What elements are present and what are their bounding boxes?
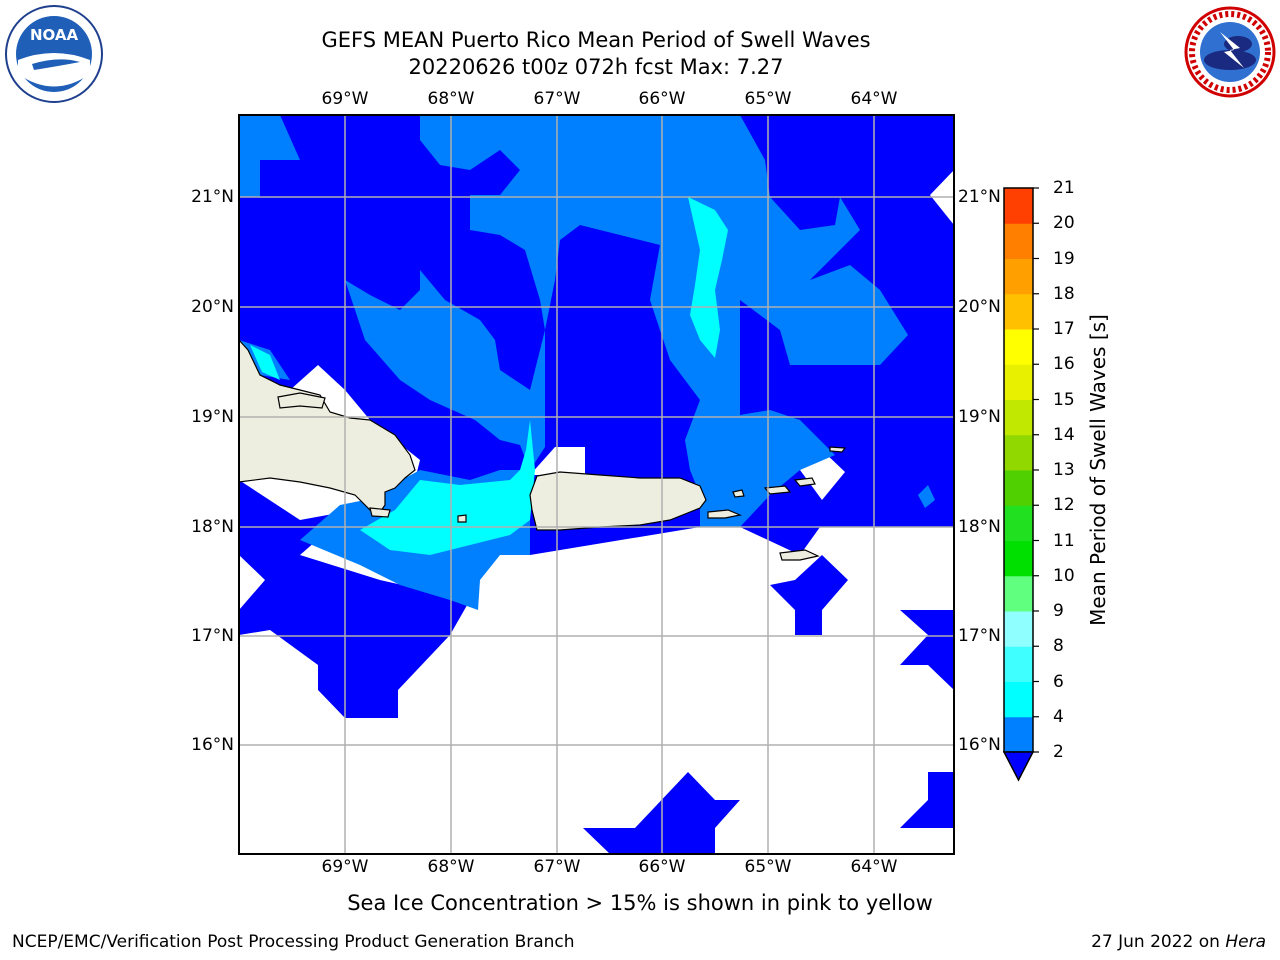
footer-date: 27 Jun 2022 on Hera [1091, 932, 1266, 952]
colorbar [1002, 187, 1039, 782]
anegada-island [829, 446, 847, 453]
lon-label-bottom: 64°W [850, 857, 898, 877]
colorbar-segment [1004, 716, 1033, 753]
swell-band-below-2-south-east [770, 555, 848, 635]
swell-band-4-6-hisp-coast [250, 345, 280, 380]
colorbar-tick-label: 21 [1053, 178, 1075, 198]
vieques-island [707, 509, 743, 519]
colorbar-segment [1004, 188, 1033, 224]
lon-label-top: 67°W [533, 89, 581, 109]
colorbar-tick-label: 2 [1053, 742, 1064, 762]
swell-band-4-6-north [688, 197, 728, 358]
colorbar-tick-label: 9 [1053, 601, 1064, 621]
lat-label-left: 19°N [191, 407, 234, 427]
colorbar-tick-label: 20 [1053, 213, 1075, 234]
colorbar-segment [1004, 399, 1033, 436]
colorbar-label: Mean Period of Swell Waves [s] [1086, 314, 1110, 626]
swell-band-below-2-east [900, 610, 954, 690]
lon-label-top: 66°W [638, 89, 686, 109]
lat-label-right: 17°N [958, 626, 1001, 646]
footer-credit: NCEP/EMC/Verification Post Processing Pr… [12, 932, 575, 952]
colorbar-segment [1004, 575, 1033, 612]
mona-island [457, 514, 467, 523]
lon-label-top: 64°W [850, 89, 898, 109]
lon-label-bottom: 65°W [744, 857, 792, 877]
colorbar-tick-label: 8 [1053, 636, 1064, 657]
colorbar-segment [1004, 434, 1033, 471]
colorbar-tick-label: 11 [1053, 530, 1075, 551]
swell-band-2-4-east-island [918, 485, 935, 508]
colorbar-tick-label: 17 [1053, 319, 1075, 339]
colorbar-tick-label: 12 [1053, 495, 1075, 516]
svg-text:NOAA: NOAA [30, 26, 79, 44]
national-weather-service-logo [1184, 6, 1276, 98]
colorbar-segment [1004, 223, 1033, 259]
colorbar-tick-label: 16 [1053, 354, 1075, 375]
lat-label-right: 18°N [958, 517, 1001, 537]
colorbar-segment [1004, 293, 1033, 330]
colorbar-tick-label: 19 [1053, 248, 1075, 269]
chart-title: GEFS MEAN Puerto Rico Mean Period of Swe… [321, 28, 871, 52]
chart-subtitle: 20220626 t00z 072h fcst Max: 7.27 [408, 55, 784, 79]
colorbar-tick-label: 15 [1053, 389, 1075, 410]
colorbar-extend-arrow [1002, 751, 1035, 782]
lon-label-bottom: 69°W [321, 857, 369, 877]
tortola-island [793, 477, 816, 487]
lon-label-bottom: 67°W [533, 857, 581, 877]
lat-label-left: 20°N [191, 297, 234, 317]
colorbar-segment [1004, 258, 1033, 295]
lat-label-left: 18°N [191, 517, 234, 537]
lat-label-right: 20°N [958, 297, 1001, 317]
sea-ice-note: Sea Ice Concentration > 15% is shown in … [347, 891, 933, 915]
tortuga-island [277, 392, 326, 409]
footer-machine: Hera [1225, 932, 1266, 952]
lon-label-bottom: 66°W [638, 857, 686, 877]
map-frame [238, 114, 955, 855]
st-croix-island [779, 549, 820, 561]
lat-label-left: 21°N [191, 187, 234, 207]
hispaniola-land [239, 339, 416, 516]
colorbar-tick-label: 6 [1053, 671, 1064, 692]
colorbar-segment [1004, 681, 1033, 718]
lon-label-top: 68°W [427, 89, 475, 109]
lat-label-right: 19°N [958, 407, 1001, 427]
colorbar-segment [1004, 505, 1033, 541]
swell-band-4-6-south [360, 420, 535, 555]
colorbar-segment [1004, 646, 1033, 682]
footer-date-text: 27 Jun 2022 on [1091, 932, 1220, 952]
lat-label-right: 16°N [958, 735, 1001, 755]
lat-label-left: 17°N [191, 626, 234, 646]
colorbar-segment [1004, 540, 1033, 577]
colorbar-segment [1004, 364, 1033, 400]
lat-label-left: 16°N [191, 735, 234, 755]
colorbar-segment [1004, 329, 1033, 365]
lon-label-top: 69°W [321, 89, 369, 109]
swell-band-2-4-north [239, 115, 300, 197]
colorbar-tick-label: 4 [1053, 706, 1064, 727]
colorbar-tick-label: 18 [1053, 283, 1075, 304]
colorbar-tick-label: 14 [1053, 424, 1075, 445]
map-gridlines [239, 115, 954, 854]
swell-band-below-2-southeast-corner [900, 772, 954, 828]
colorbar-tick-label: 10 [1053, 565, 1075, 586]
colorbar-tick-label: 13 [1053, 460, 1075, 480]
colorbar-segment [1004, 611, 1033, 647]
lon-label-bottom: 68°W [427, 857, 475, 877]
culebra-island [732, 489, 745, 498]
saona-island [369, 507, 391, 518]
lat-label-right: 21°N [958, 187, 1001, 207]
noaa-logo: NOAA [5, 5, 103, 103]
lon-label-top: 65°W [744, 89, 792, 109]
colorbar-segment [1004, 470, 1033, 506]
